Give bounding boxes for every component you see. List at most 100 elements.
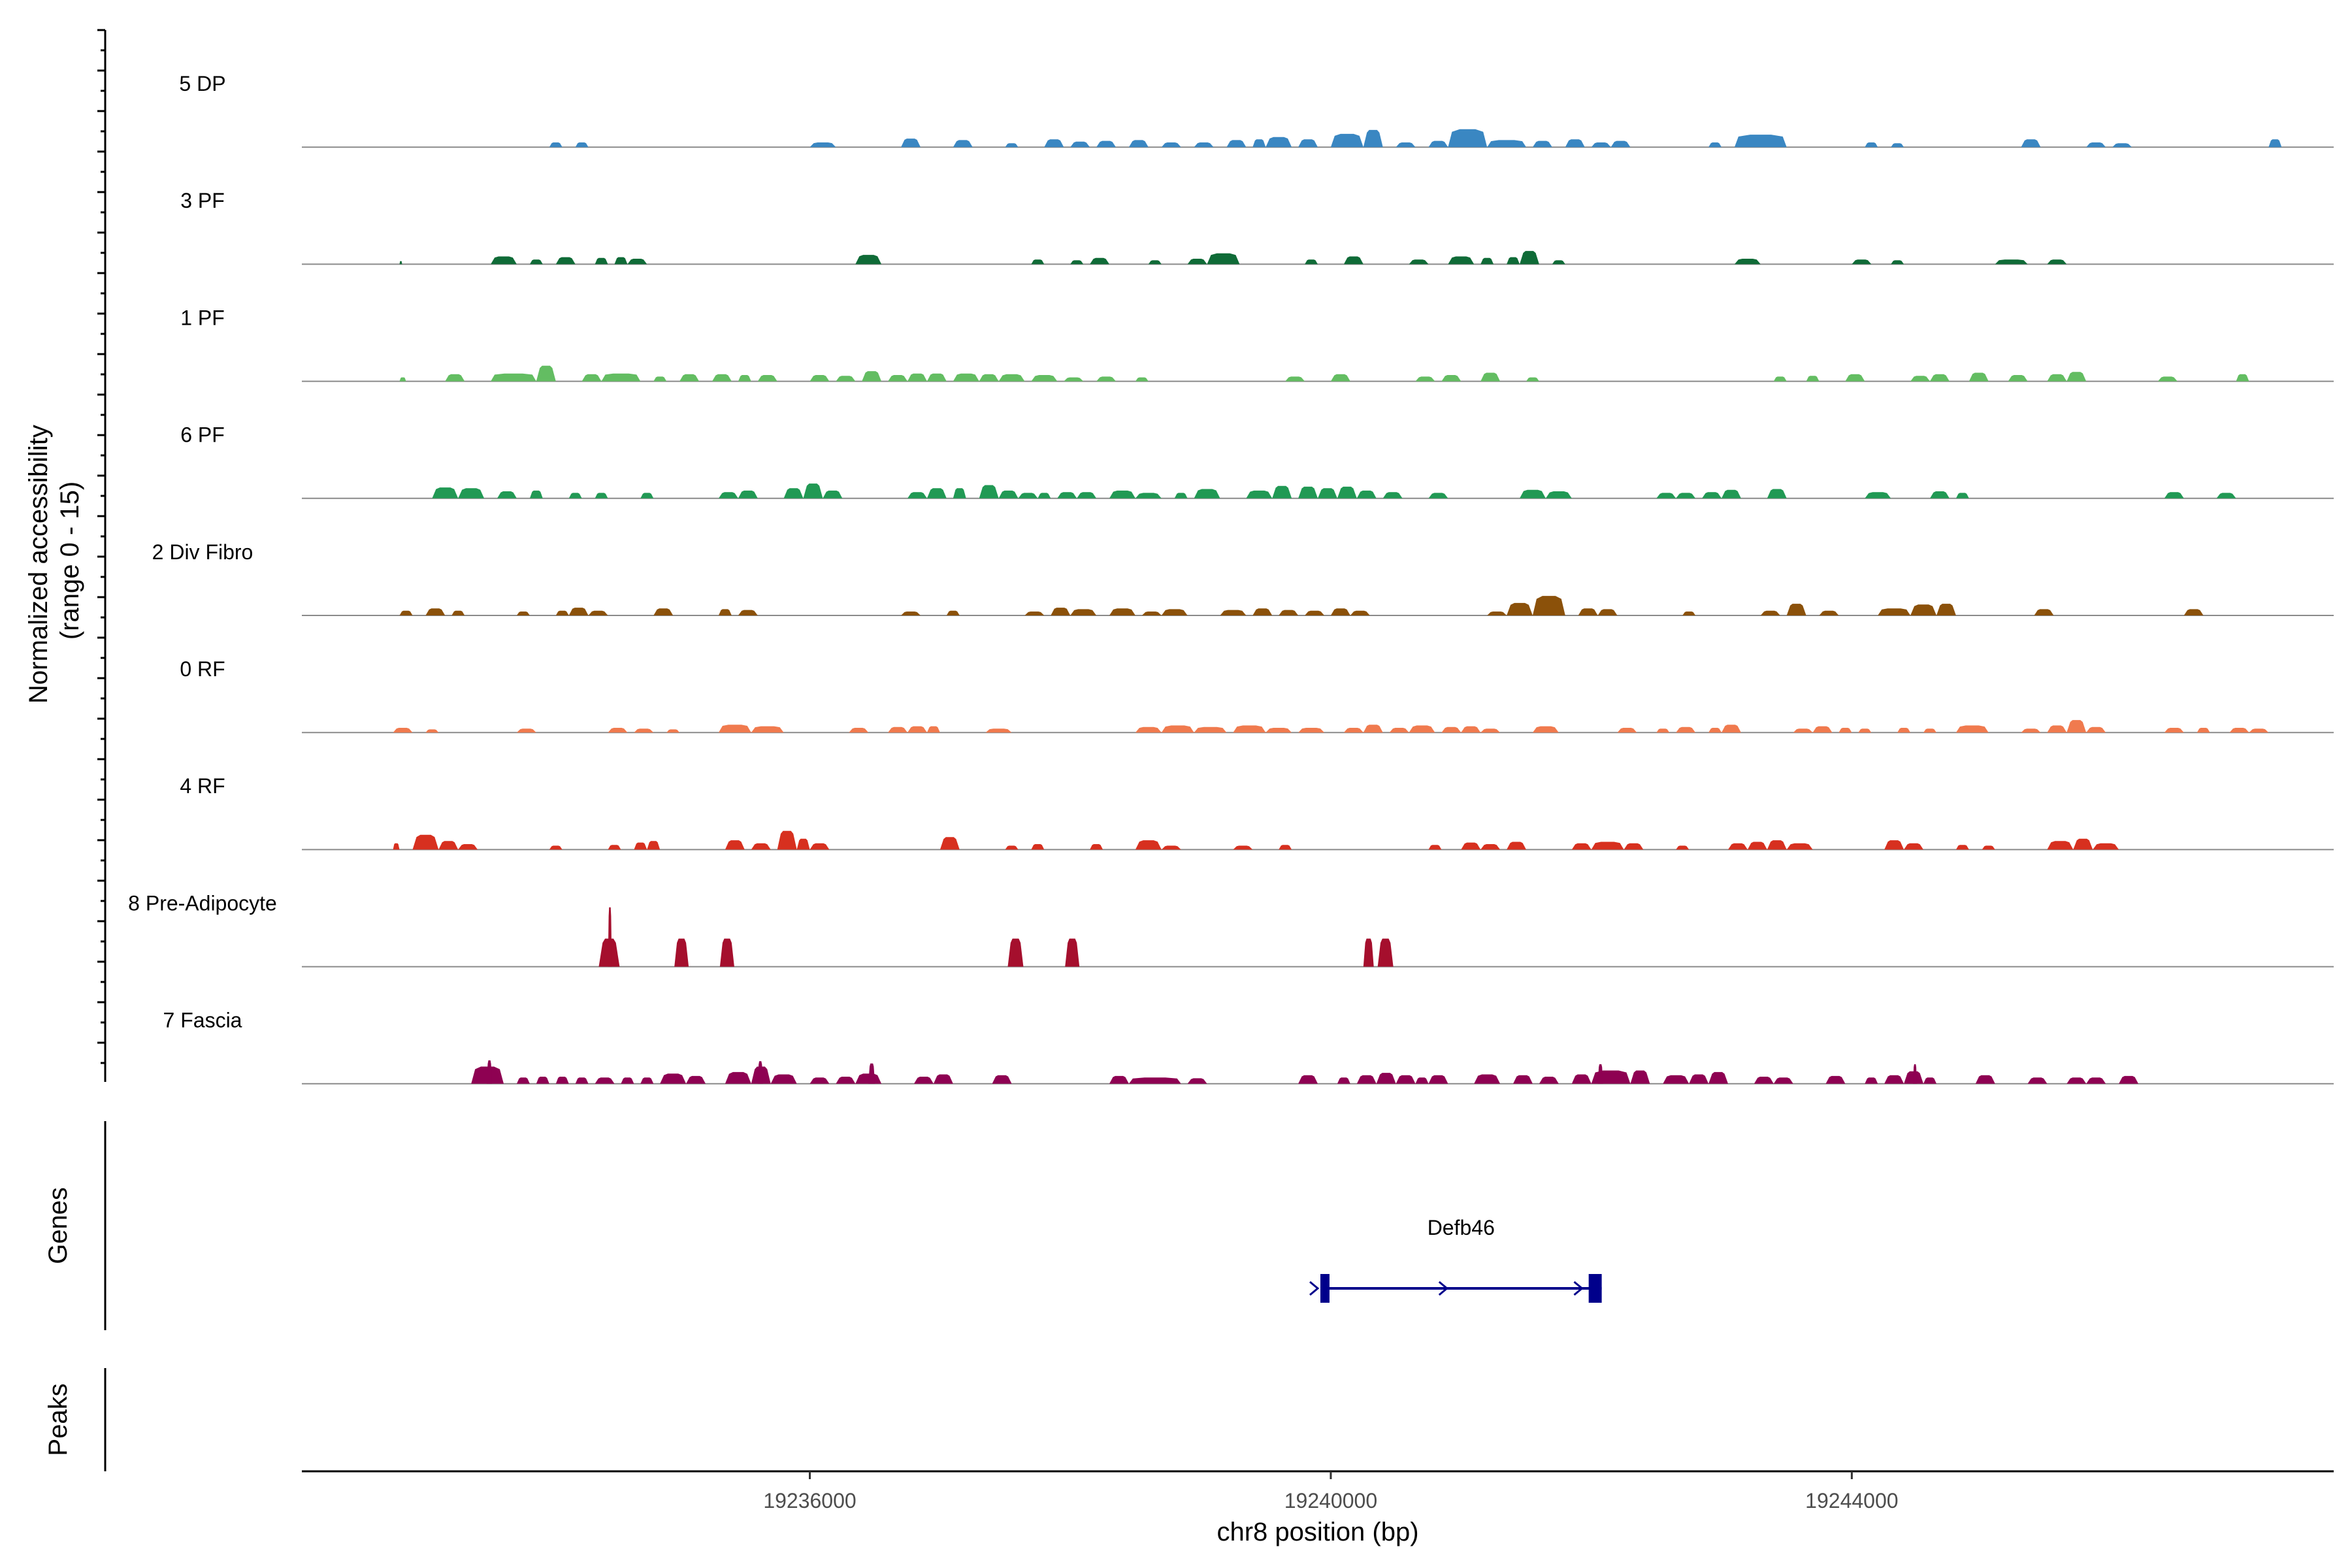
coverage-peak xyxy=(1051,608,1071,615)
coverage-peak xyxy=(2066,1077,2087,1084)
track-5-dp: 5 DP xyxy=(179,72,2334,148)
coverage-peak xyxy=(953,373,979,382)
coverage-peak xyxy=(2086,727,2106,733)
coverage-peak xyxy=(868,1063,875,1084)
coverage-peak xyxy=(2008,375,2028,382)
coverage-peak xyxy=(1806,376,1820,382)
coverage-peak xyxy=(1305,259,1318,265)
coverage-peak xyxy=(601,373,641,382)
coverage-peak xyxy=(1884,1075,1904,1084)
coverage-peak xyxy=(1415,376,1435,382)
coverage-peak xyxy=(1187,259,1207,265)
coverage-peak xyxy=(2164,492,2184,498)
coverage-peak xyxy=(1031,375,1058,382)
coverage-peak xyxy=(640,493,654,498)
coverage-peak xyxy=(1415,1077,1429,1084)
coverage-peak xyxy=(1747,841,1767,850)
coverage-peak xyxy=(608,728,628,733)
coverage-peak xyxy=(809,1077,830,1084)
x-axis-ticks: 19236000 19240000 19244000 xyxy=(763,1471,1899,1512)
coverage-peak xyxy=(1630,1070,1650,1084)
x-tick-label: 19236000 xyxy=(763,1489,856,1512)
coverage-peak xyxy=(1161,725,1194,733)
coverage-peak xyxy=(946,610,960,615)
coverage-peak xyxy=(1448,256,1475,265)
coverage-peak xyxy=(1597,1064,1603,1084)
coverage-peak xyxy=(1734,135,1787,148)
coverage-peak xyxy=(595,1077,615,1084)
coverage-peak xyxy=(595,493,608,498)
coverage-peak xyxy=(1702,492,1722,498)
coverage-peak xyxy=(1767,489,1787,498)
track-label: 5 DP xyxy=(179,72,225,95)
coverage-peak xyxy=(1728,843,1748,850)
coverage-peak xyxy=(738,490,758,498)
coverage-peak xyxy=(1363,938,1374,967)
track-label: 6 PF xyxy=(180,423,225,447)
coverage-peak xyxy=(1591,841,1624,850)
coverage-peak xyxy=(1968,372,1989,382)
coverage-peak xyxy=(1507,602,1533,615)
coverage-peak xyxy=(796,838,810,850)
coverage-peak xyxy=(939,837,960,850)
coverage-peak xyxy=(1377,938,1394,967)
coverage-peak xyxy=(1571,843,1592,850)
coverage-peak xyxy=(491,256,517,265)
coverage-peak xyxy=(1272,485,1292,498)
coverage-peak xyxy=(992,1075,1012,1084)
coverage-peak xyxy=(718,609,732,615)
coverage-peak xyxy=(1161,845,1181,850)
coverage-peak xyxy=(1109,608,1135,615)
track-label: 1 PF xyxy=(180,306,225,329)
coverage-peak xyxy=(2021,728,2041,733)
coverage-peak xyxy=(1897,728,1911,733)
coverage-peak xyxy=(1923,728,1936,733)
coverage-peak xyxy=(712,374,732,382)
x-tick-label: 19240000 xyxy=(1284,1489,1377,1512)
coverage-peak xyxy=(1057,492,1077,498)
track-3-pf: 3 PF xyxy=(180,189,2334,265)
coverage-peak xyxy=(1266,137,1292,148)
coverage-peak xyxy=(1676,727,1696,733)
coverage-peak xyxy=(2157,376,2178,382)
coverage-peak xyxy=(627,259,647,265)
coverage-peak xyxy=(568,608,589,615)
coverage-peak xyxy=(1096,140,1116,148)
coverage-peak xyxy=(1337,1077,1350,1084)
coverage-peak xyxy=(1207,253,1240,265)
coverage-peak xyxy=(1597,609,1618,615)
coverage-peak xyxy=(2093,843,2119,850)
coverage-peak xyxy=(653,608,674,615)
coverage-peak xyxy=(1007,938,1024,967)
coverage-peak xyxy=(888,727,907,733)
coverage-peak xyxy=(1187,1078,1207,1084)
coverage-peak xyxy=(1734,259,1761,265)
coverage-peak xyxy=(2112,143,2132,148)
x-axis-label: chr8 position (bp) xyxy=(1217,1518,1418,1546)
coverage-peak xyxy=(1141,612,1162,615)
coverage-peak xyxy=(2164,728,2184,733)
coverage-peak xyxy=(1773,1077,1793,1084)
coverage-peak xyxy=(588,610,608,615)
coverage-peak xyxy=(425,608,446,615)
coverage-peak xyxy=(1363,725,1383,733)
coverage-peak xyxy=(425,729,439,733)
coverage-peak xyxy=(1246,490,1273,498)
coverage-peak xyxy=(1396,1075,1416,1084)
coverage-peak xyxy=(1754,1077,1774,1084)
coverage-peak xyxy=(1024,612,1045,615)
coverage-peak xyxy=(1135,377,1149,382)
coverage-peak xyxy=(926,488,947,498)
coverage-peak xyxy=(1682,612,1696,615)
coverage-peak xyxy=(2119,1075,2138,1084)
coverage-peak xyxy=(1913,1064,1918,1084)
coverage-peak xyxy=(1545,491,1572,498)
coverage-peak xyxy=(998,374,1025,382)
coverage-peak xyxy=(1520,251,1539,265)
coverage-peak xyxy=(2229,728,2249,733)
coverage-peak xyxy=(1461,842,1481,850)
coverage-peak xyxy=(809,142,836,148)
coverage-peak xyxy=(1298,728,1324,733)
track-7-fascia: 7 Fascia xyxy=(163,1009,2334,1085)
coverage-peak xyxy=(1409,259,1429,265)
